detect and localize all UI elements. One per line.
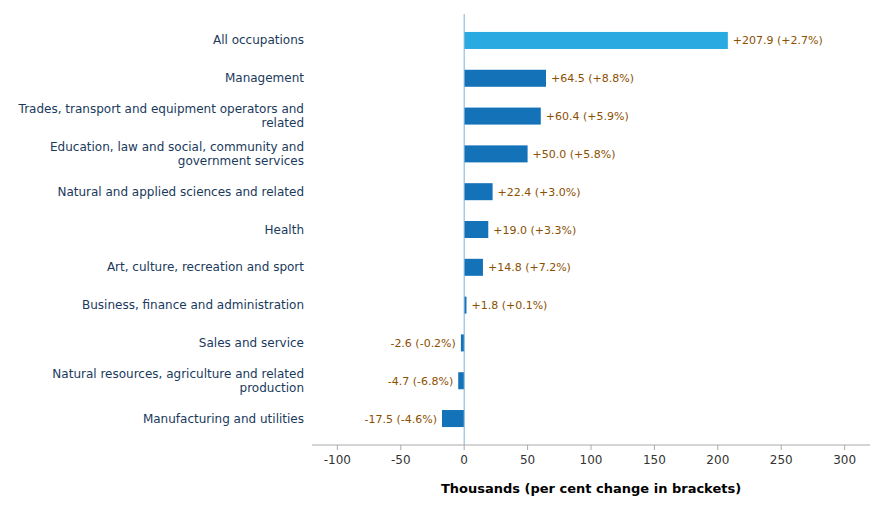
zero-line xyxy=(464,14,465,445)
bar xyxy=(464,183,492,200)
x-tick-label: 300 xyxy=(833,453,856,467)
chart: -100 -50 0 50 100 150 200 250 300 Thousands (per … xyxy=(0,0,892,507)
bar xyxy=(464,108,541,125)
x-tick-label: 250 xyxy=(770,453,793,467)
data-label: +207.9 (+2.7%) xyxy=(733,34,823,47)
x-tick xyxy=(844,445,845,450)
category-label: Business, finance and administration xyxy=(82,298,304,312)
data-label: +19.0 (+3.3%) xyxy=(493,224,576,237)
x-tick xyxy=(717,445,718,450)
x-tick-label: 150 xyxy=(643,453,666,467)
bar xyxy=(464,32,728,49)
x-tick-label: 0 xyxy=(460,453,468,467)
bar xyxy=(464,70,546,87)
category-label: Trades, transport and equipment operator… xyxy=(18,102,304,130)
category-label: Education, law and social, community and… xyxy=(50,140,304,168)
category-label: Health xyxy=(265,223,304,237)
category-label: Art, culture, recreation and sport xyxy=(107,260,304,274)
data-label: -4.7 (-6.8%) xyxy=(388,375,453,388)
x-tick-label: -100 xyxy=(324,453,351,467)
data-label: -17.5 (-4.6%) xyxy=(365,413,437,426)
x-tick xyxy=(400,445,401,450)
x-tick-label: 200 xyxy=(706,453,729,467)
data-label: +22.4 (+3.0%) xyxy=(498,186,581,199)
x-tick-label: 50 xyxy=(520,453,535,467)
category-label: All occupations xyxy=(213,33,304,47)
data-label: +64.5 (+8.8%) xyxy=(551,72,634,85)
bar xyxy=(442,410,464,427)
data-label: +1.8 (+0.1%) xyxy=(471,299,547,312)
category-label: Management xyxy=(225,71,304,85)
bar xyxy=(458,372,464,389)
bar xyxy=(464,145,527,162)
x-tick-label: -50 xyxy=(391,453,411,467)
bar xyxy=(464,221,488,238)
category-label: Sales and service xyxy=(199,336,304,350)
data-label: +50.0 (+5.8%) xyxy=(533,148,616,161)
x-tick-label: 100 xyxy=(580,453,603,467)
x-tick xyxy=(654,445,655,450)
data-label: +60.4 (+5.9%) xyxy=(546,110,629,123)
x-tick xyxy=(527,445,528,450)
bar xyxy=(464,259,483,276)
category-label: Natural resources, agriculture and relat… xyxy=(52,367,304,395)
x-tick xyxy=(337,445,338,450)
x-tick xyxy=(591,445,592,450)
category-label: Natural and applied sciences and related xyxy=(57,185,304,199)
x-axis-label: Thousands (per cent change in brackets) xyxy=(441,481,741,496)
bars xyxy=(442,32,728,427)
x-tick xyxy=(781,445,782,450)
data-label: +14.8 (+7.2%) xyxy=(488,261,571,274)
x-tick xyxy=(464,445,465,450)
category-label: Manufacturing and utilities xyxy=(143,412,304,426)
data-label: -2.6 (-0.2%) xyxy=(390,337,455,350)
